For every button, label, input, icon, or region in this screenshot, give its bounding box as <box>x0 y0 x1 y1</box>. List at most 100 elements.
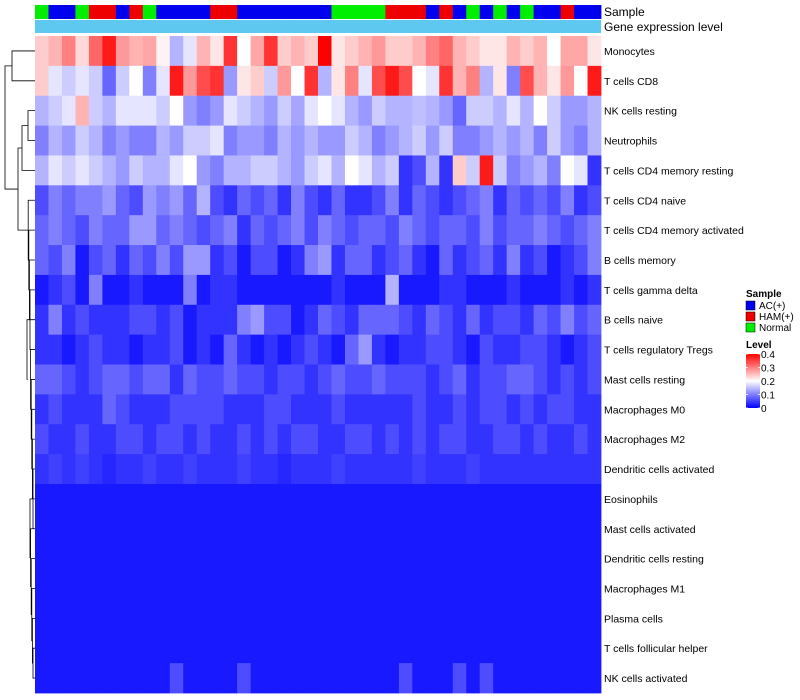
heatmap-cell <box>237 274 252 306</box>
row-label: Mast cells resting <box>604 374 685 386</box>
heatmap-cell <box>452 274 467 306</box>
legend-tick-label: 0.4 <box>761 350 775 361</box>
heatmap-cell <box>560 424 575 455</box>
heatmap-cell <box>115 36 130 67</box>
legend-level-ticks: 0.4 0.3 0.2 0.1 0 <box>746 350 775 415</box>
heatmap-cell <box>466 185 481 216</box>
sample-cell <box>264 5 278 19</box>
heatmap-cell <box>183 394 198 425</box>
heatmap-cell <box>358 663 373 694</box>
row-label: B cells memory <box>604 255 677 267</box>
heatmap-cell <box>587 334 602 365</box>
heatmap-cell <box>318 364 332 395</box>
heatmap-cell <box>466 543 481 574</box>
heatmap-cell <box>466 513 481 545</box>
heatmap-cell <box>358 155 373 186</box>
heatmap-cell <box>264 454 278 485</box>
heatmap-cell <box>331 663 346 694</box>
heatmap-cell <box>371 155 386 186</box>
heatmap-cell <box>318 603 332 634</box>
heatmap-cell <box>385 454 400 485</box>
heatmap-cell <box>371 543 386 574</box>
sample-cell <box>169 5 184 19</box>
heatmap-cell <box>237 334 252 365</box>
heatmap-cell <box>142 603 157 634</box>
heatmap-cell <box>277 573 292 604</box>
heatmap-cell <box>358 65 373 97</box>
heatmap-cell <box>48 125 63 156</box>
heatmap-cell <box>277 125 292 156</box>
heatmap-cell <box>479 663 494 694</box>
heatmap-cell <box>88 483 103 515</box>
heatmap-cell <box>547 65 561 97</box>
heatmap-cell <box>358 364 373 395</box>
heatmap-cell <box>479 304 494 336</box>
heatmap-cell <box>318 334 332 365</box>
heatmap-cell <box>371 364 386 395</box>
heatmap-cell <box>318 36 332 67</box>
heatmap-cell <box>210 633 225 664</box>
row-label: T cells follicular helper <box>604 643 708 655</box>
heatmap-cell <box>129 215 144 246</box>
heatmap-cell <box>48 573 63 604</box>
heatmap-cell <box>439 513 454 545</box>
heatmap-cell <box>547 513 561 545</box>
heatmap-cell <box>304 633 319 664</box>
heatmap-cell <box>533 603 548 634</box>
heatmap-cell <box>493 663 508 694</box>
heatmap-cell <box>196 155 211 186</box>
heatmap-cell <box>102 215 117 246</box>
heatmap-cell <box>264 304 278 336</box>
heatmap-cell <box>75 663 90 694</box>
heatmap-cell <box>425 603 440 634</box>
heatmap-cell <box>304 394 319 425</box>
heatmap-cell <box>142 334 157 365</box>
heatmap-cell <box>560 334 575 365</box>
heatmap-cell <box>196 364 211 395</box>
heatmap-cell <box>61 513 76 545</box>
heatmap-cell <box>156 394 171 425</box>
heatmap-cell <box>574 513 588 545</box>
heatmap-cell <box>412 454 427 485</box>
heatmap-cell <box>48 215 63 246</box>
heatmap-cell <box>223 185 238 216</box>
heatmap-cell <box>88 513 103 545</box>
heatmap-cell <box>75 513 90 545</box>
heatmap-cell <box>210 573 225 604</box>
sample-cell <box>75 5 90 19</box>
heatmap-cell <box>264 155 278 186</box>
legend: Sample AC(+)HAM(+)Normal Level 0.4 0.3 0.2… <box>745 289 794 415</box>
heatmap-cell <box>169 573 184 604</box>
heatmap-cell <box>371 36 386 67</box>
heatmap-cell <box>344 424 359 455</box>
heatmap-cell <box>318 185 332 216</box>
heatmap-cell <box>250 65 265 97</box>
heatmap-cell <box>574 36 588 67</box>
heatmap-cell <box>533 394 548 425</box>
legend-tick-label: 0.2 <box>761 377 775 388</box>
heatmap-cell <box>115 185 130 216</box>
heatmap-cell <box>439 65 454 97</box>
heatmap-cell <box>318 483 332 515</box>
heatmap-cell <box>48 364 63 395</box>
heatmap-cell <box>493 36 508 67</box>
legend-sample-label: AC(+) <box>759 301 785 312</box>
heatmap-cell <box>250 603 265 634</box>
heatmap-cell <box>479 573 494 604</box>
heatmap-cell <box>210 424 225 455</box>
heatmap-cell <box>385 215 400 246</box>
heatmap-cell <box>237 185 252 216</box>
heatmap-cell <box>371 483 386 515</box>
heatmap-cell <box>452 394 467 425</box>
heatmap-cell <box>88 603 103 634</box>
heatmap-cell <box>48 65 63 97</box>
sample-cell <box>560 5 575 19</box>
heatmap-cell <box>412 543 427 574</box>
heatmap-cell <box>385 334 400 365</box>
heatmap-cell <box>129 304 144 336</box>
heatmap-cell <box>560 245 575 276</box>
heatmap-cell <box>344 304 359 336</box>
heatmap-cell <box>371 424 386 455</box>
sample-cell <box>291 5 305 19</box>
heatmap-cell <box>520 334 535 365</box>
